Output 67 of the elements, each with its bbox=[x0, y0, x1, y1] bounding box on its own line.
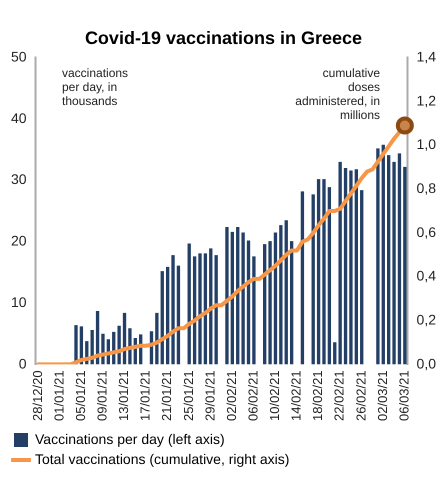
x-tick-label: 02/03/21 bbox=[374, 370, 390, 422]
y2-tick-label: 0,2 bbox=[416, 311, 436, 328]
chart-title: Covid-19 vaccinations in Greece bbox=[84, 28, 362, 48]
bar bbox=[236, 226, 240, 364]
bar bbox=[263, 244, 266, 364]
x-tick-label: 02/02/21 bbox=[224, 370, 239, 422]
bar bbox=[284, 220, 288, 364]
x-tick-label: 10/02/21 bbox=[267, 370, 282, 422]
bar bbox=[209, 248, 212, 364]
x-tick-label: 06/02/21 bbox=[245, 370, 260, 422]
bar bbox=[333, 342, 336, 364]
bar bbox=[398, 153, 402, 364]
x-tick-label: 17/01/21 bbox=[138, 370, 153, 422]
y-axis-title: vaccinations per day, in thousands bbox=[62, 66, 130, 108]
bar bbox=[392, 162, 396, 364]
bar bbox=[403, 166, 407, 364]
x-tick-label: 21/01/21 bbox=[159, 370, 174, 422]
x-tick-label: 26/02/21 bbox=[353, 370, 368, 422]
bar bbox=[312, 194, 315, 364]
bar bbox=[382, 144, 385, 364]
bar bbox=[230, 232, 234, 364]
y2-tick-label: 0,8 bbox=[416, 180, 436, 196]
bar bbox=[241, 232, 245, 364]
x-tick-label: 22/02/21 bbox=[332, 370, 347, 422]
x-tick-label: 01/01/21 bbox=[51, 370, 66, 422]
x-tick-label: 14/02/21 bbox=[288, 370, 304, 422]
x-tick-label: 18/02/21 bbox=[310, 370, 326, 422]
bar bbox=[300, 191, 304, 364]
bar bbox=[354, 169, 358, 364]
bar bbox=[252, 256, 256, 364]
y2-tick-label: 1,0 bbox=[416, 136, 436, 152]
y-tick-label: 0 bbox=[18, 355, 27, 372]
y2-tick-label: 0,4 bbox=[416, 268, 436, 284]
bar bbox=[360, 190, 364, 364]
bar bbox=[328, 187, 332, 364]
bar bbox=[316, 179, 320, 364]
x-tick-label: 05/01/21 bbox=[72, 370, 88, 422]
y2-tick-label: 0,0 bbox=[416, 355, 436, 372]
bar bbox=[279, 225, 283, 364]
y-tick-label: 10 bbox=[10, 294, 27, 310]
bar bbox=[338, 162, 342, 364]
x-tick-label: 09/01/21 bbox=[94, 370, 110, 422]
legend-label: Total vaccinations (cumulative, right axis) bbox=[35, 450, 290, 467]
x-tick-label: 13/01/21 bbox=[116, 370, 132, 422]
y2-tick-label: 0,6 bbox=[416, 224, 436, 240]
x-tick-label: 25/01/21 bbox=[180, 370, 196, 422]
bar bbox=[166, 266, 170, 364]
y2-tick-label: 1,4 bbox=[416, 48, 436, 64]
x-tick-label: 29/01/21 bbox=[202, 370, 218, 422]
y-tick-label: 40 bbox=[10, 110, 27, 126]
bar bbox=[290, 241, 294, 364]
bar bbox=[160, 271, 164, 364]
y2-tick-label: 1,2 bbox=[416, 92, 436, 108]
bar bbox=[387, 155, 390, 364]
bar bbox=[204, 253, 208, 364]
y-tick-label: 30 bbox=[10, 171, 27, 188]
y-tick-label: 50 bbox=[10, 48, 27, 64]
bar bbox=[155, 312, 159, 364]
y-tick-label: 20 bbox=[10, 232, 27, 249]
x-tick-label: 06/03/21 bbox=[396, 370, 412, 422]
bar bbox=[214, 255, 218, 364]
bar bbox=[376, 148, 380, 364]
bar bbox=[188, 244, 191, 364]
bar bbox=[192, 256, 196, 364]
x-tick-label: 28/12/20 bbox=[30, 370, 45, 422]
y2-axis-title: cumulative doses administered, in millions bbox=[294, 66, 380, 122]
legend-label: Vaccinations per day (left axis) bbox=[35, 430, 225, 447]
